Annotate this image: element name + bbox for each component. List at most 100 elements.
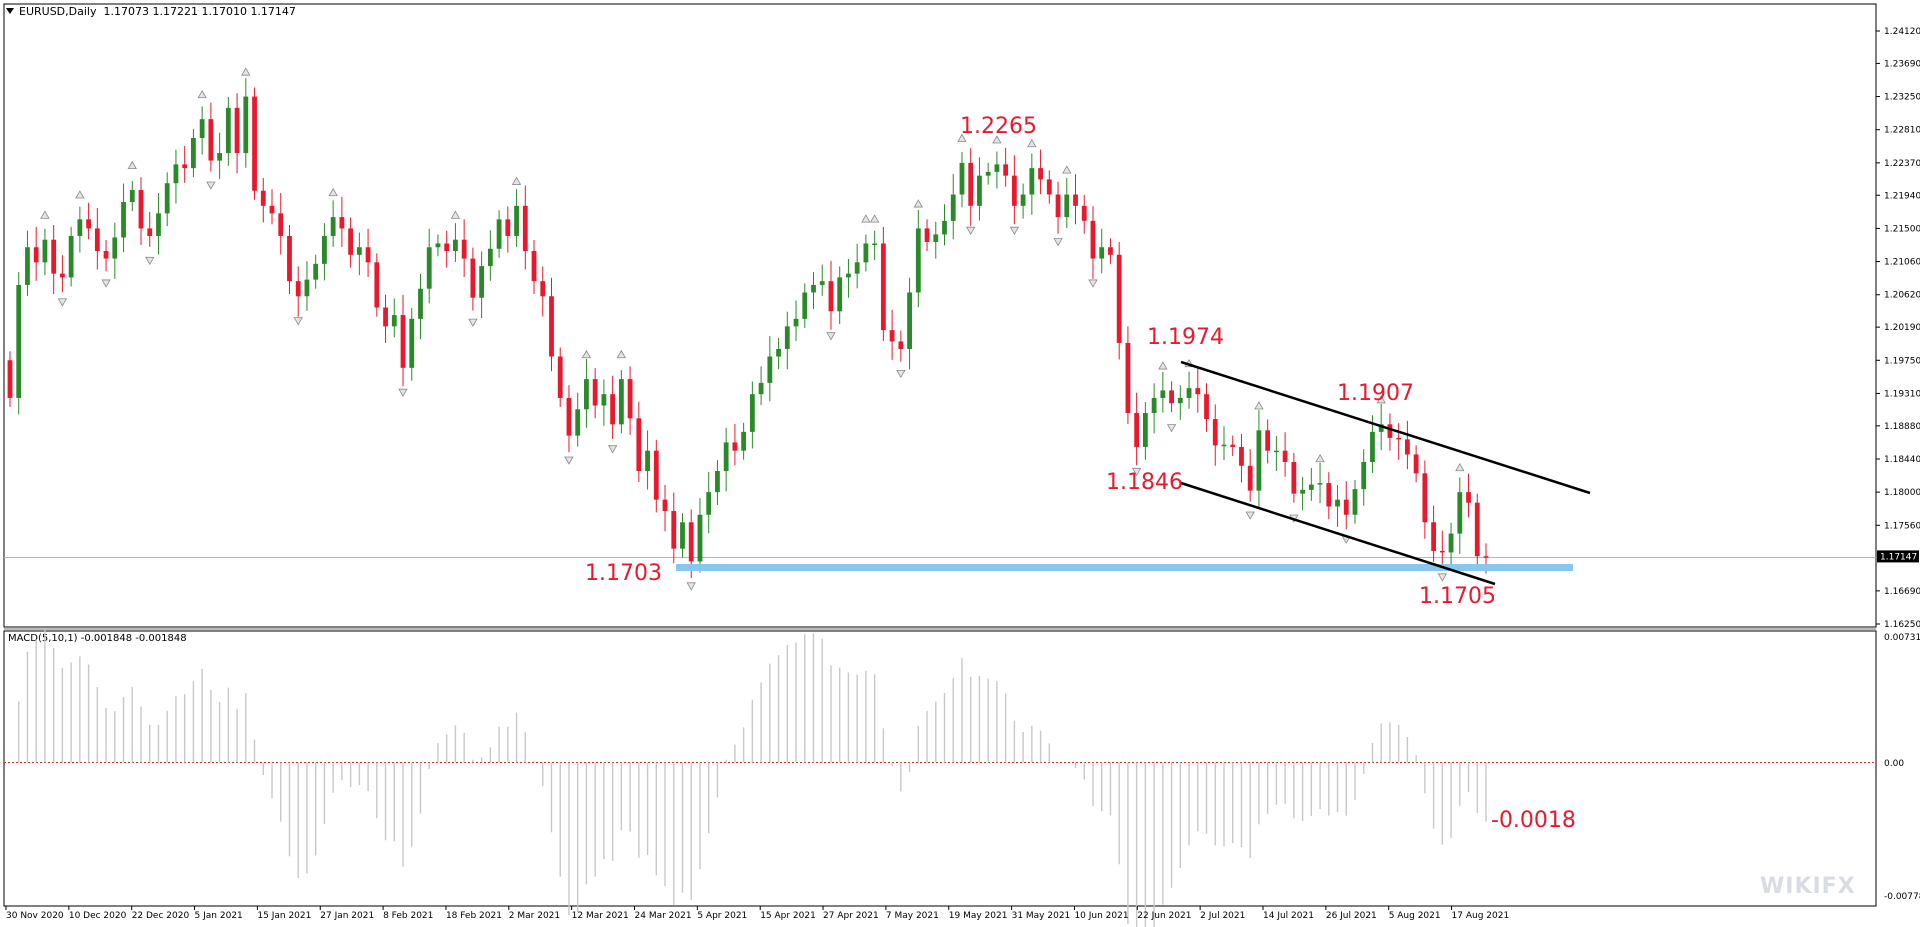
candle xyxy=(680,513,685,558)
candle xyxy=(391,298,397,338)
fractal-up-marker xyxy=(861,214,871,223)
candle xyxy=(1230,435,1236,456)
candle xyxy=(1256,410,1262,510)
candle xyxy=(1457,477,1463,554)
candle xyxy=(1142,402,1148,460)
candle xyxy=(418,274,423,340)
candle xyxy=(234,93,240,174)
price-tick-label: 1.16690 xyxy=(1884,587,1920,597)
price-tick-label: 1.19310 xyxy=(1884,389,1920,399)
time-tick-label: 5 Jan 2021 xyxy=(195,911,243,921)
candlesticks xyxy=(7,78,1489,579)
fractal-down-marker xyxy=(1053,238,1063,247)
price-tick-label: 1.18880 xyxy=(1884,422,1920,432)
macd-tick-label: 0.00 xyxy=(1884,759,1904,769)
candle xyxy=(1125,326,1131,424)
candle xyxy=(968,148,974,227)
candle xyxy=(802,283,808,328)
candle xyxy=(889,309,895,360)
fractal-up-marker xyxy=(1455,462,1465,472)
price-tick-label: 1.23250 xyxy=(1884,93,1920,103)
candle xyxy=(1474,493,1480,566)
swing-annotations: 1.2265 1.1974 1.1907 1.1846 1.1703 1.170… xyxy=(585,114,1576,833)
candle xyxy=(1317,462,1323,504)
candle xyxy=(147,211,153,247)
dropdown-triangle-icon[interactable] xyxy=(6,8,14,14)
candle xyxy=(898,330,904,362)
candle xyxy=(950,174,956,240)
price-tick-label: 1.19750 xyxy=(1884,356,1920,366)
candle xyxy=(461,219,467,278)
candle xyxy=(522,185,528,270)
label-high-12265: 1.2265 xyxy=(960,114,1037,139)
candle xyxy=(854,243,860,289)
price-axis: 1.24120 1.23690 1.23250 1.22810 1.22370 1.219… xyxy=(1876,27,1920,630)
candle xyxy=(348,217,354,268)
candle xyxy=(1038,149,1043,195)
candle xyxy=(138,177,144,245)
candle xyxy=(121,183,126,253)
candle xyxy=(1151,383,1157,434)
candle xyxy=(828,260,834,330)
candle xyxy=(374,253,380,317)
candle xyxy=(339,196,345,247)
candle xyxy=(749,381,755,449)
fractal-down-marker xyxy=(607,445,618,454)
candle xyxy=(496,210,502,258)
macd-histogram xyxy=(18,627,1487,927)
candle xyxy=(627,366,633,435)
candle xyxy=(1326,472,1332,520)
price-tick-label: 1.18440 xyxy=(1884,455,1920,465)
price-tick-label: 1.24120 xyxy=(1884,27,1920,37)
candle xyxy=(260,177,266,223)
fractal-up-marker xyxy=(957,133,967,142)
candle xyxy=(435,234,441,257)
candle xyxy=(1011,155,1017,225)
candle xyxy=(365,228,371,278)
candle xyxy=(977,157,982,221)
chart-title-bar: EURUSD,Daily 1.17073 1.17221 1.17010 1.1… xyxy=(6,5,296,18)
candle xyxy=(846,258,851,298)
candle xyxy=(199,106,205,155)
time-tick-label: 5 Apr 2021 xyxy=(697,911,747,921)
candle xyxy=(191,128,196,178)
time-tick-label: 12 Mar 2021 xyxy=(572,911,629,921)
price-tick-label: 1.22370 xyxy=(1884,159,1920,169)
candle xyxy=(1204,383,1209,432)
candle xyxy=(51,225,57,294)
candle xyxy=(924,219,930,252)
label-low-11705: 1.1705 xyxy=(1419,584,1496,609)
time-tick-label: 18 Feb 2021 xyxy=(446,911,502,921)
candle xyxy=(1055,181,1061,234)
candle xyxy=(1247,449,1253,502)
candle xyxy=(1116,241,1122,360)
fractal-up-marker xyxy=(241,67,251,76)
candle xyxy=(653,439,659,513)
time-tick-label: 30 Nov 2020 xyxy=(6,911,64,921)
candle xyxy=(287,225,292,294)
candle xyxy=(182,145,188,183)
candle xyxy=(1090,206,1096,279)
candle xyxy=(584,358,589,428)
macd-axis: 0.007313 0.00 -0.007787 xyxy=(1884,633,1920,902)
candle xyxy=(330,200,336,247)
macd-tick-label: 0.007313 xyxy=(1884,633,1920,643)
fractal-up-marker xyxy=(1062,165,1072,174)
candle xyxy=(470,247,476,311)
macd-tick-label: -0.007787 xyxy=(1884,892,1920,902)
fractal-down-marker xyxy=(1437,573,1448,582)
candle xyxy=(715,460,720,505)
fractal-up-marker xyxy=(197,89,207,99)
time-tick-label: 2 Jul 2021 xyxy=(1200,911,1245,921)
candle xyxy=(1195,367,1201,413)
candle xyxy=(985,162,991,185)
candle xyxy=(1387,413,1393,451)
candle xyxy=(112,222,118,279)
main-chart-frame xyxy=(3,3,1877,628)
support-band xyxy=(676,564,1573,571)
candle xyxy=(208,102,214,172)
candle xyxy=(94,208,100,270)
candle xyxy=(610,375,616,440)
price-tick-label: 1.21060 xyxy=(1884,258,1920,268)
